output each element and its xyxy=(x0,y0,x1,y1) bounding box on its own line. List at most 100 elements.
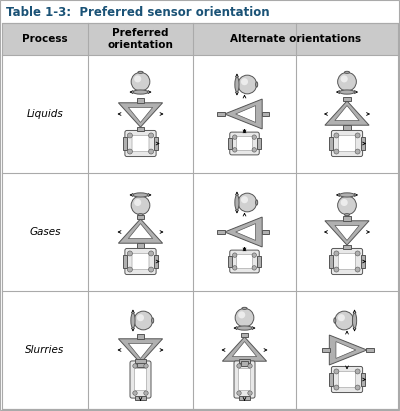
Circle shape xyxy=(355,369,360,374)
Circle shape xyxy=(232,266,237,270)
Polygon shape xyxy=(232,342,257,357)
FancyBboxPatch shape xyxy=(262,112,269,116)
Ellipse shape xyxy=(235,77,239,92)
Ellipse shape xyxy=(256,82,258,87)
Ellipse shape xyxy=(340,193,354,197)
Polygon shape xyxy=(225,217,262,247)
FancyBboxPatch shape xyxy=(154,255,158,268)
FancyBboxPatch shape xyxy=(241,332,248,337)
Circle shape xyxy=(355,251,360,256)
FancyBboxPatch shape xyxy=(125,249,156,275)
Circle shape xyxy=(235,308,254,327)
FancyBboxPatch shape xyxy=(322,348,330,352)
FancyBboxPatch shape xyxy=(329,255,333,268)
Circle shape xyxy=(232,253,237,257)
Circle shape xyxy=(133,391,137,395)
Circle shape xyxy=(355,385,360,390)
Circle shape xyxy=(241,196,248,203)
FancyBboxPatch shape xyxy=(338,253,356,270)
Circle shape xyxy=(131,196,150,215)
FancyBboxPatch shape xyxy=(132,253,149,270)
Text: Table 1-3:  Preferred sensor orientation: Table 1-3: Preferred sensor orientation xyxy=(6,6,270,18)
FancyBboxPatch shape xyxy=(236,136,252,150)
Polygon shape xyxy=(128,224,153,238)
FancyBboxPatch shape xyxy=(331,249,362,275)
Text: Alternate orientations: Alternate orientations xyxy=(230,34,361,44)
FancyBboxPatch shape xyxy=(361,374,365,386)
Circle shape xyxy=(232,148,237,152)
FancyBboxPatch shape xyxy=(134,396,146,400)
Ellipse shape xyxy=(133,90,148,94)
Polygon shape xyxy=(222,337,267,361)
Ellipse shape xyxy=(242,307,247,309)
FancyBboxPatch shape xyxy=(130,361,151,398)
Circle shape xyxy=(252,148,256,152)
FancyBboxPatch shape xyxy=(137,215,144,219)
FancyBboxPatch shape xyxy=(123,137,127,150)
Text: Process: Process xyxy=(22,34,68,44)
FancyBboxPatch shape xyxy=(134,369,146,390)
Ellipse shape xyxy=(344,72,350,74)
FancyBboxPatch shape xyxy=(338,135,356,152)
Polygon shape xyxy=(118,339,162,363)
Circle shape xyxy=(149,251,154,256)
Circle shape xyxy=(237,391,241,395)
Circle shape xyxy=(137,314,144,321)
Polygon shape xyxy=(225,99,262,129)
FancyBboxPatch shape xyxy=(218,112,225,116)
Polygon shape xyxy=(118,103,162,127)
Polygon shape xyxy=(335,226,359,240)
FancyBboxPatch shape xyxy=(137,363,144,367)
Ellipse shape xyxy=(235,195,239,210)
Circle shape xyxy=(338,72,356,91)
FancyBboxPatch shape xyxy=(230,132,259,155)
FancyBboxPatch shape xyxy=(218,230,225,234)
Circle shape xyxy=(134,199,141,206)
Circle shape xyxy=(248,391,252,395)
Polygon shape xyxy=(335,106,359,120)
Polygon shape xyxy=(325,101,369,125)
Circle shape xyxy=(248,364,252,368)
FancyBboxPatch shape xyxy=(125,130,156,157)
FancyBboxPatch shape xyxy=(241,361,248,365)
Circle shape xyxy=(334,369,339,374)
Bar xyxy=(0,0,400,22)
Circle shape xyxy=(335,311,354,330)
Ellipse shape xyxy=(334,318,336,323)
Circle shape xyxy=(334,267,339,272)
FancyBboxPatch shape xyxy=(137,127,144,132)
FancyBboxPatch shape xyxy=(137,99,144,103)
Circle shape xyxy=(144,364,148,368)
Circle shape xyxy=(338,196,356,215)
Circle shape xyxy=(334,133,339,138)
FancyBboxPatch shape xyxy=(338,371,356,388)
FancyBboxPatch shape xyxy=(154,137,158,150)
Circle shape xyxy=(355,149,360,154)
Circle shape xyxy=(338,314,345,321)
Ellipse shape xyxy=(138,214,143,216)
Circle shape xyxy=(144,391,148,395)
Circle shape xyxy=(341,199,348,206)
Circle shape xyxy=(334,251,339,256)
FancyBboxPatch shape xyxy=(343,97,351,101)
FancyBboxPatch shape xyxy=(366,348,374,352)
Circle shape xyxy=(127,251,132,256)
FancyBboxPatch shape xyxy=(262,230,269,234)
Circle shape xyxy=(334,385,339,390)
FancyBboxPatch shape xyxy=(134,359,146,363)
FancyBboxPatch shape xyxy=(236,254,252,269)
Circle shape xyxy=(238,75,257,94)
Polygon shape xyxy=(325,221,369,245)
Circle shape xyxy=(232,135,237,139)
Polygon shape xyxy=(128,344,153,358)
FancyBboxPatch shape xyxy=(329,137,333,150)
Circle shape xyxy=(334,149,339,154)
Circle shape xyxy=(252,253,256,257)
Circle shape xyxy=(134,75,141,83)
Circle shape xyxy=(149,133,154,138)
Circle shape xyxy=(341,75,348,83)
Text: Liquids: Liquids xyxy=(27,109,63,119)
Circle shape xyxy=(127,133,132,138)
Ellipse shape xyxy=(131,313,135,328)
FancyBboxPatch shape xyxy=(257,138,261,149)
